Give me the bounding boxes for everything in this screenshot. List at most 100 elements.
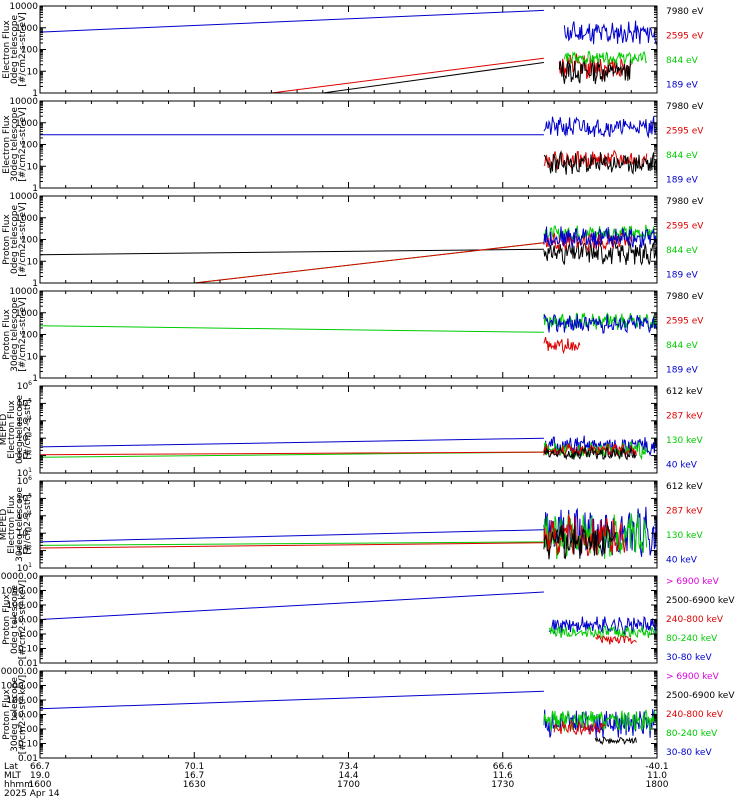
legend-entry: 287 keV	[666, 412, 703, 422]
y-tick-label: 1	[32, 279, 38, 289]
x-row-label: MLT	[4, 771, 22, 781]
x-tick-label: 1730	[491, 780, 514, 790]
legend-entry: 844 eV	[666, 246, 699, 256]
legend-entry: 844 eV	[666, 151, 699, 161]
y-tick-label: 106	[17, 475, 32, 487]
y-tick-label: 1	[32, 374, 38, 384]
x-tick-label: 1600	[29, 780, 52, 790]
y-tick-label: 100.00	[7, 696, 39, 706]
series-noisy-line	[548, 615, 657, 636]
legend-entry: 40 keV	[666, 461, 698, 471]
x-tick-label: 1800	[646, 780, 669, 790]
legend-entry: 7980 eV	[666, 102, 704, 112]
x-row-label: Lat	[4, 762, 19, 772]
y-tick-label: 10	[27, 162, 39, 172]
y-axis-label: Proton Flux	[2, 594, 12, 645]
y-axis-label: [#/cm2-s-str-eV]	[18, 107, 28, 182]
legend-entry: 7980 eV	[666, 197, 704, 207]
series-trend-line	[40, 325, 544, 333]
series-trend-line	[194, 242, 544, 283]
y-axis-label: Electron Flux	[7, 495, 17, 554]
legend-entry: 2595 eV	[666, 32, 704, 42]
y-tick-label: 10.00	[12, 616, 38, 626]
y-axis-label: 0deg telescope	[10, 585, 20, 655]
y-tick-label: 100.00	[7, 601, 39, 611]
y-axis-label: MEPED	[0, 509, 9, 541]
series-noisy-line	[558, 58, 632, 85]
x-tick-label: 70.1	[184, 762, 204, 772]
y-tick-label: 0.10	[18, 740, 38, 750]
y-tick-label: 10	[27, 257, 39, 267]
series-noisy-line	[543, 336, 581, 355]
legend-entry: > 6900 keV	[666, 672, 720, 682]
series-trend-line	[40, 248, 544, 256]
y-axis-label: [#/cm2-s-str-eV]	[18, 12, 28, 87]
legend-entry: 844 eV	[666, 341, 699, 351]
y-axis-label: Electron Flux	[2, 20, 12, 79]
legend-entry: 80-240 keV	[666, 729, 718, 739]
series-noisy-line	[543, 313, 657, 334]
panel-frame	[39, 290, 658, 379]
y-axis-label: 0deg telescope	[15, 395, 25, 465]
x-tick-label: 14.4	[338, 771, 358, 781]
series-noisy-line	[543, 435, 657, 457]
y-tick-label: 1000	[15, 309, 38, 319]
panel-series-group	[40, 9, 657, 93]
legend-entry: 2595 eV	[666, 317, 704, 327]
panel-frame	[39, 670, 658, 759]
y-axis-label: [#/cm2-s-str-eV]	[18, 297, 28, 372]
y-axis-label: [#/cm2-s-str]	[23, 399, 33, 459]
panel-8: 0.01 0.10 1.00 10.00 100.00 1000.00 10000.00 Pr…	[0, 667, 735, 764]
legend-entry: 7980 eV	[666, 7, 704, 17]
y-tick-label: 106	[17, 380, 32, 392]
legend-entry: 240-800 keV	[666, 710, 724, 720]
series-trend-line	[40, 437, 544, 448]
y-tick-label: 10000	[9, 192, 38, 202]
y-axis-label: 30deg telescope	[10, 677, 20, 752]
series-trend-line	[40, 529, 544, 543]
legend-entry: 2500-6900 keV	[666, 596, 735, 606]
panel-series-group	[40, 224, 657, 283]
y-axis-label: [#/cm2-s-str]	[23, 494, 33, 554]
series-noisy-line	[548, 624, 657, 640]
panel-frame	[39, 575, 658, 664]
plot-date: 2025 Apr 14	[4, 789, 60, 799]
y-axis-label: Electron Flux	[2, 115, 12, 174]
y-tick-label: 100	[21, 141, 38, 151]
series-trend-line	[40, 690, 544, 710]
y-axis-label: 30deg telescope	[10, 297, 20, 372]
x-tick-label: 66.7	[30, 762, 50, 772]
series-noisy-line	[543, 226, 657, 249]
y-tick-label: 1	[32, 184, 38, 194]
y-tick-label: 100	[21, 236, 38, 246]
panel-frame	[39, 100, 658, 189]
series-trend-line	[322, 62, 544, 93]
legend-entry: 30-80 keV	[666, 748, 712, 758]
x-tick-label: 1700	[337, 780, 360, 790]
series-noisy-line	[553, 719, 606, 736]
y-axis-label: Proton Flux	[2, 689, 12, 740]
y-axis-label: Proton Flux	[2, 214, 12, 265]
y-tick-label: 10	[27, 67, 39, 77]
series-noisy-line	[594, 736, 637, 746]
x-tick-label: 73.4	[338, 762, 358, 772]
x-tick-label: 11.6	[493, 771, 513, 781]
y-tick-label: 10	[27, 352, 39, 362]
series-trend-line	[271, 57, 544, 93]
series-trend-line	[40, 542, 544, 549]
legend-entry: 30-80 keV	[666, 653, 712, 663]
y-tick-label: 1.00	[18, 630, 38, 640]
legend-entry: 240-800 keV	[666, 615, 724, 625]
series-noisy-line	[543, 116, 657, 139]
x-tick-label: 16.7	[184, 771, 204, 781]
x-tick-label: 66.6	[493, 762, 513, 772]
series-noisy-line	[543, 232, 632, 253]
legend-entry: > 6900 keV	[666, 577, 720, 587]
y-tick-label: 1000	[15, 119, 38, 129]
series-trend-line	[40, 9, 544, 33]
legend-entry: 130 keV	[666, 531, 703, 541]
x-tick-label: 1630	[183, 780, 206, 790]
